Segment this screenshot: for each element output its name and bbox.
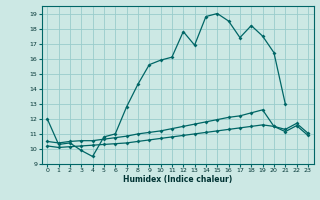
X-axis label: Humidex (Indice chaleur): Humidex (Indice chaleur) (123, 175, 232, 184)
